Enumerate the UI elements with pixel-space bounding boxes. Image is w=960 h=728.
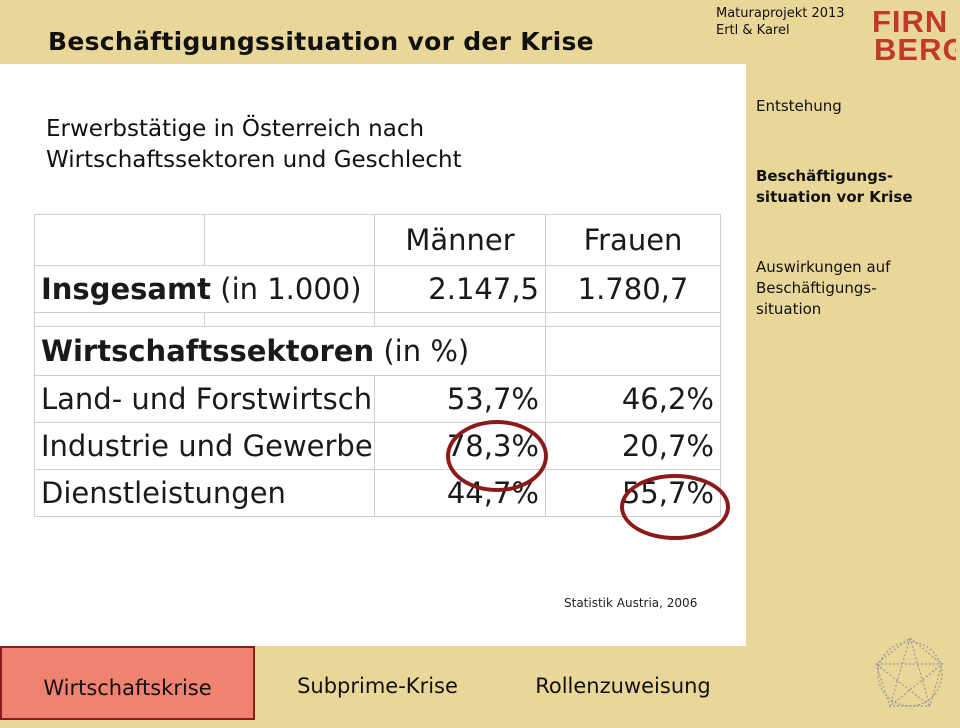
total-men-value: 2.147,5 xyxy=(374,265,546,313)
page-title: Beschäftigungssituation vor der Krise xyxy=(48,27,594,56)
total-women-value: 1.780,7 xyxy=(545,265,721,313)
sidebar-item-label: Auswirkungen auf Beschäftigungs- situati… xyxy=(756,258,891,318)
total-label-bold: Insgesamt xyxy=(41,272,212,306)
tab-subprime-krise[interactable]: Subprime-Krise xyxy=(255,646,500,720)
tab-rollenzuweisung[interactable]: Rollenzuweisung xyxy=(500,646,746,720)
logo-text-bottom: BERG xyxy=(874,32,956,64)
total-label-unit: (in 1.000) xyxy=(211,272,362,306)
section-empty-cell xyxy=(545,326,721,376)
sidebar-item-label: Beschäftigungs- situation vor Krise xyxy=(756,167,913,206)
section-row: Wirtschaftssektoren (in %) xyxy=(34,326,721,376)
sidebar-item-entstehung[interactable]: Entstehung xyxy=(756,96,956,117)
header-empty-cell xyxy=(204,214,375,266)
column-header-women: Frauen xyxy=(545,214,721,266)
header-empty-cell xyxy=(34,214,205,266)
sidebar-item-label: Entstehung xyxy=(756,97,842,115)
section-label-bold: Wirtschaftssektoren xyxy=(41,334,375,368)
subtitle-line-2: Wirtschaftssektoren und Geschlecht xyxy=(46,147,462,173)
row-women-value: 20,7% xyxy=(545,422,721,470)
slide-subtitle: Erwerbstätige in Österreich nach Wirtsch… xyxy=(46,114,462,176)
row-label: Industrie und Gewerbe xyxy=(34,422,375,470)
column-header-men: Männer xyxy=(374,214,546,266)
tab-label: Subprime-Krise xyxy=(297,674,458,698)
table-row: Industrie und Gewerbe 78,3% 20,7% xyxy=(34,422,721,470)
total-label: Insgesamt (in 1.000) xyxy=(34,265,375,313)
logo-text-top: FIRN xyxy=(872,4,948,39)
spacer-row xyxy=(34,312,721,327)
sidebar-item-beschaeftigungssituation[interactable]: Beschäftigungs- situation vor Krise xyxy=(756,145,956,208)
row-women-value: 46,2% xyxy=(545,375,721,423)
row-label: Land- und Forstwirtschaft xyxy=(34,375,375,423)
decorative-star-graphic xyxy=(874,637,944,708)
firnberg-logo: FIRN BERG xyxy=(872,4,956,64)
spacer-cell xyxy=(204,312,375,327)
total-row: Insgesamt (in 1.000) 2.147,5 1.780,7 xyxy=(34,265,721,313)
tab-label: Wirtschaftskrise xyxy=(43,676,212,700)
employment-table: Männer Frauen Insgesamt (in 1.000) 2.147… xyxy=(34,214,721,524)
spacer-cell xyxy=(34,312,205,327)
source-citation: Statistik Austria, 2006 xyxy=(564,596,698,610)
table-row: Dienstleistungen 44,7% 55,7% xyxy=(34,469,721,517)
spacer-cell xyxy=(545,312,721,327)
sidebar-item-auswirkungen[interactable]: Auswirkungen auf Beschäftigungs- situati… xyxy=(756,236,956,320)
tab-wirtschaftskrise[interactable]: Wirtschaftskrise xyxy=(0,646,255,720)
project-credit: Maturaprojekt 2013 Ertl & Karel xyxy=(716,5,845,39)
table-row: Land- und Forstwirtschaft 53,7% 46,2% xyxy=(34,375,721,423)
sidebar: Entstehung Beschäftigungs- situation vor… xyxy=(756,96,956,348)
subtitle-line-1: Erwerbstätige in Österreich nach xyxy=(46,116,425,142)
bottom-navigation: Wirtschaftskrise Subprime-Krise Rollenzu… xyxy=(0,646,960,720)
highlight-circle-women-services xyxy=(620,474,730,540)
credit-line-1: Maturaprojekt 2013 xyxy=(716,6,845,21)
section-label-unit: (in %) xyxy=(374,334,470,368)
highlight-circle-men-industry xyxy=(446,420,548,492)
row-men-value: 53,7% xyxy=(374,375,546,423)
credit-line-2: Ertl & Karel xyxy=(716,23,790,38)
table-header-row: Männer Frauen xyxy=(34,214,721,266)
tab-label: Rollenzuweisung xyxy=(535,674,711,698)
section-label: Wirtschaftssektoren (in %) xyxy=(34,326,546,376)
spacer-cell xyxy=(374,312,546,327)
row-label: Dienstleistungen xyxy=(34,469,375,517)
